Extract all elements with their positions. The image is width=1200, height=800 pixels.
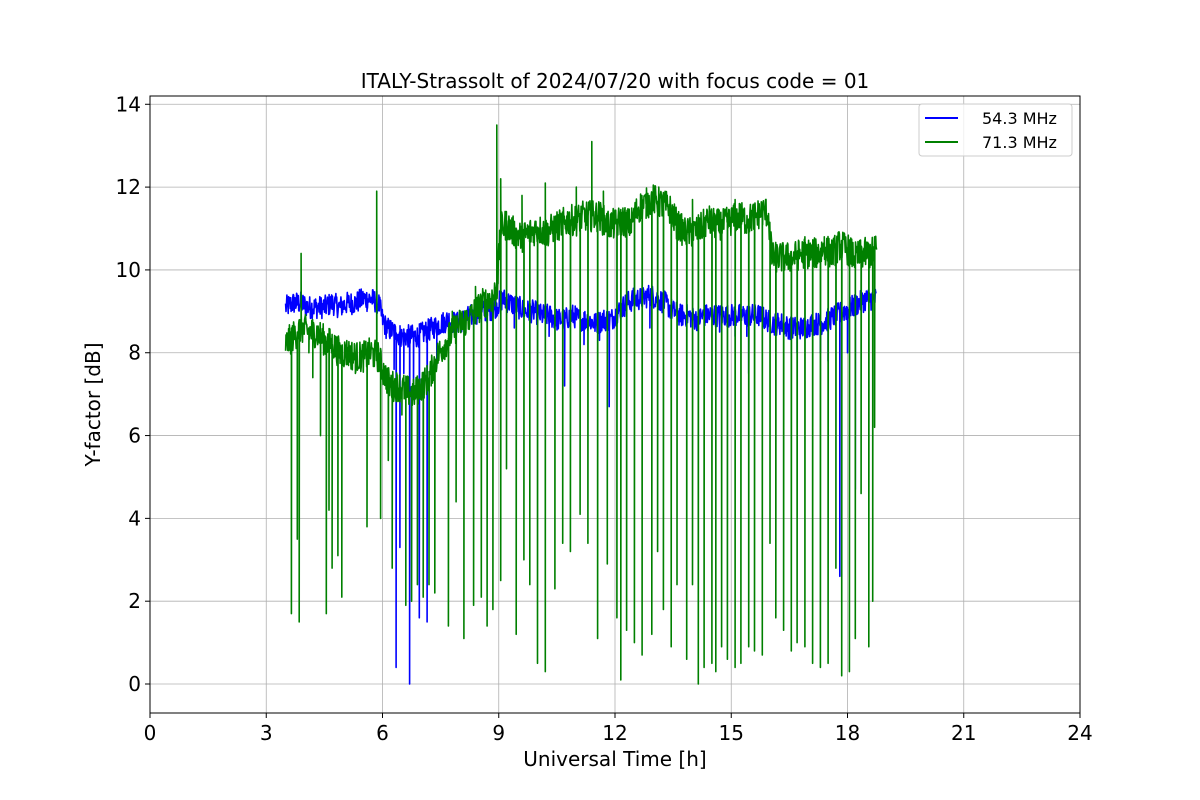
y-axis-title: Y-factor [dB] <box>81 342 105 467</box>
y-tick-label-7: 14 <box>116 92 141 116</box>
legend-label-series-2: 71.3 MHz <box>982 133 1057 152</box>
x-tick-label-2: 6 <box>376 721 389 745</box>
y-tick-label-3: 6 <box>128 424 141 448</box>
x-tick-label-8: 24 <box>1067 721 1092 745</box>
y-tick-label-2: 4 <box>128 506 141 530</box>
x-tick-label-5: 15 <box>719 721 744 745</box>
y-tick-label-0: 0 <box>128 672 141 696</box>
y-tick-label-5: 10 <box>116 258 141 282</box>
x-tick-label-4: 12 <box>602 721 627 745</box>
legend: 54.3 MHz 71.3 MHz <box>918 103 1073 157</box>
chart-title: ITALY-Strassolt of 2024/07/20 with focus… <box>361 69 870 93</box>
x-tick-label-3: 9 <box>492 721 505 745</box>
legend-label-series-1: 54.3 MHz <box>982 109 1057 128</box>
x-axis-title: Universal Time [h] <box>523 747 706 771</box>
y-tick-label-1: 2 <box>128 589 141 613</box>
x-tick-label-1: 3 <box>260 721 273 745</box>
series-line-1 <box>284 284 877 685</box>
series-line-2 <box>284 124 878 685</box>
x-tick-label-0: 0 <box>144 721 157 745</box>
y-tick-label-6: 12 <box>116 175 141 199</box>
y-tick-label-4: 8 <box>128 341 141 365</box>
plot-area <box>284 124 878 685</box>
x-tick-label-7: 21 <box>951 721 976 745</box>
x-tick-label-6: 18 <box>835 721 860 745</box>
